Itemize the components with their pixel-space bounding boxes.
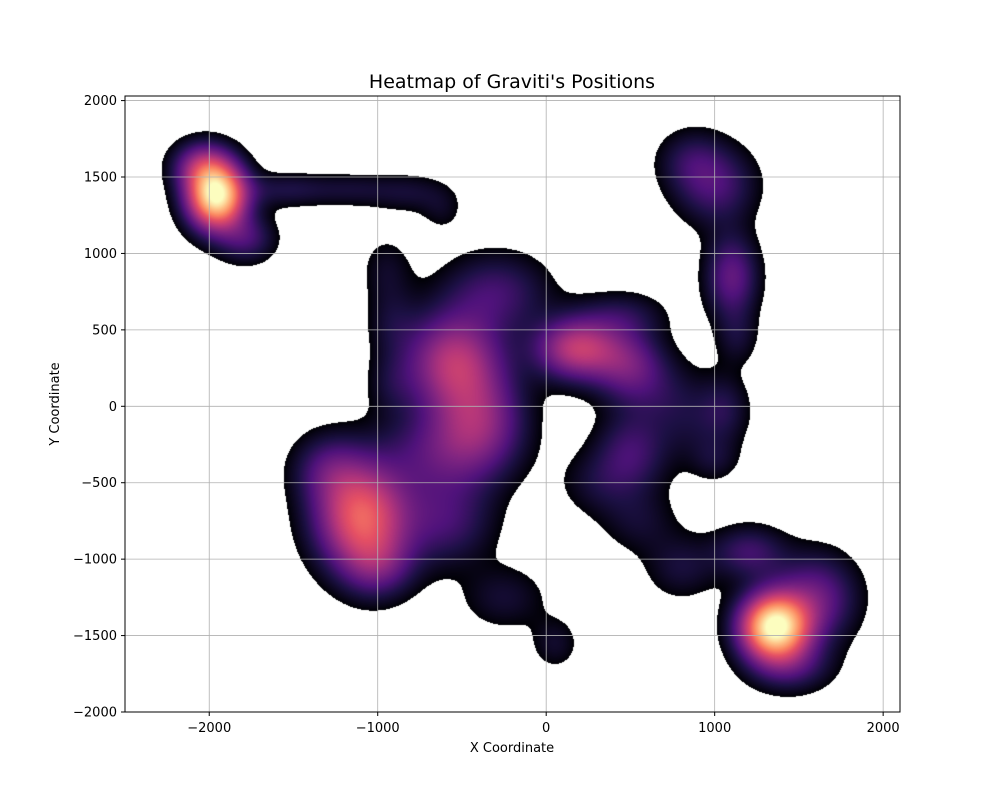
x-axis: −2000 −1000 0 1000 2000 [187, 712, 900, 736]
x-tick-label: −2000 [187, 721, 231, 736]
x-tick-label: 0 [542, 721, 550, 736]
y-tick-label: −1500 [73, 629, 117, 644]
y-tick-label: 0 [109, 400, 117, 415]
plot-frame [124, 95, 901, 713]
y-tick-label: 1000 [84, 247, 117, 262]
x-tick-label: 2000 [867, 721, 900, 736]
x-tick-label: −1000 [356, 721, 400, 736]
y-tick-label: 2000 [84, 94, 117, 109]
y-tick-label: 500 [92, 323, 117, 338]
y-tick-label: 1500 [84, 171, 117, 186]
chart-title: Heatmap of Graviti's Positions [369, 71, 655, 93]
plot-area [124, 95, 901, 713]
y-axis: 2000 1500 1000 500 0 −500 −1000 −1500 −2000 [73, 94, 125, 721]
y-tick-label: −1000 [73, 553, 117, 568]
x-axis-label: X Coordinate [470, 741, 554, 756]
x-tick-label: 1000 [698, 721, 731, 736]
density-heatmap [125, 96, 900, 712]
y-tick-label: −2000 [73, 706, 117, 721]
y-axis-label: Y Coordinate [48, 362, 63, 446]
y-tick-label: −500 [81, 476, 117, 491]
